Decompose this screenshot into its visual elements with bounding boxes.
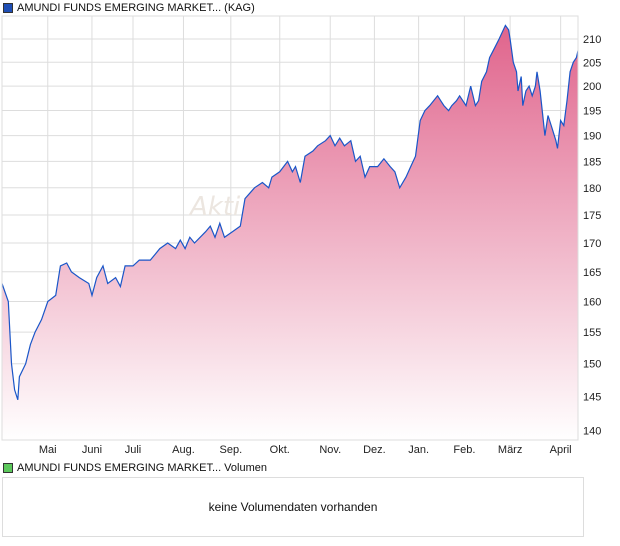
legend-volume-label: AMUNDI FUNDS EMERGING MARKET... Volumen	[17, 462, 267, 474]
x-tick-label: Okt.	[270, 444, 290, 456]
x-tick-label: Nov.	[319, 444, 341, 456]
price-area	[2, 25, 578, 441]
price-line	[1, 24, 579, 400]
y-tick-label: 190	[583, 131, 601, 143]
legend-main: AMUNDI FUNDS EMERGING MARKET... (KAG)	[3, 2, 255, 14]
volume-panel: keine Volumendaten vorhanden	[2, 477, 584, 537]
y-tick-label: 155	[583, 327, 601, 339]
x-tick-label: März	[498, 444, 522, 456]
y-tick-label: 200	[583, 81, 601, 93]
y-tick-label: 180	[583, 183, 601, 195]
x-tick-label: Juli	[125, 444, 142, 456]
legend-volume: AMUNDI FUNDS EMERGING MARKET... Volumen	[3, 462, 267, 474]
x-tick-label: Mai	[39, 444, 57, 456]
legend-swatch-volume	[3, 463, 13, 473]
x-tick-label: Sep.	[220, 444, 243, 456]
y-tick-label: 160	[583, 296, 601, 308]
x-tick-label: Aug.	[172, 444, 195, 456]
x-tick-label: Jan.	[408, 444, 429, 456]
x-tick-label: Dez.	[363, 444, 386, 456]
y-tick-label: 150	[583, 359, 601, 371]
y-tick-label: 185	[583, 156, 601, 168]
legend-main-label: AMUNDI FUNDS EMERGING MARKET... (KAG)	[17, 2, 255, 14]
y-tick-label: 145	[583, 391, 601, 403]
y-tick-label: 140	[583, 425, 601, 437]
y-tick-label: 195	[583, 106, 601, 118]
x-tick-label: Juni	[82, 444, 102, 456]
y-tick-label: 205	[583, 57, 601, 69]
volume-empty-message: keine Volumendaten vorhanden	[208, 500, 378, 514]
x-tick-label: April	[550, 444, 572, 456]
y-tick-label: 175	[583, 210, 601, 222]
y-tick-label: 210	[583, 34, 601, 46]
watermark: Akti	[188, 192, 241, 222]
legend-swatch-main	[3, 3, 13, 13]
y-tick-label: 170	[583, 238, 601, 250]
plot-frame	[1, 15, 579, 441]
x-tick-label: Feb.	[453, 444, 475, 456]
y-tick-label: 165	[583, 267, 601, 279]
